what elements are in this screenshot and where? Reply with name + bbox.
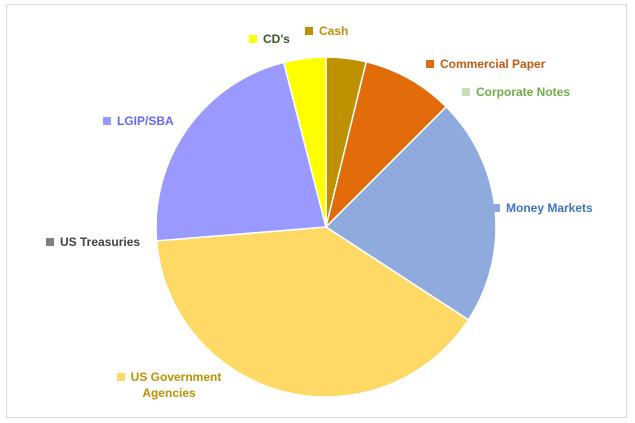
label-text: Corporate Notes — [476, 85, 571, 99]
slice-label: LGIP/SBA — [103, 113, 174, 129]
slice-label: Commercial Paper — [426, 56, 545, 72]
label-marker — [46, 238, 54, 246]
pie-slice — [282, 56, 327, 228]
chart-frame — [6, 4, 627, 418]
label-text: US Government Agencies — [130, 370, 222, 400]
label-marker — [249, 35, 257, 43]
slice-label: US Government Agencies — [104, 369, 234, 401]
label-marker — [116, 373, 125, 381]
slice-label: Corporate Notes — [462, 84, 570, 100]
label-marker — [492, 204, 500, 212]
label-text: Cash — [319, 24, 349, 38]
label-text: Money Markets — [506, 201, 593, 215]
pie-slice — [155, 226, 470, 398]
pie-slice — [324, 60, 448, 230]
label-marker — [103, 117, 111, 125]
slice-label: US Treasuries — [46, 234, 140, 250]
label-text: CD's — [263, 32, 290, 46]
label-marker — [305, 27, 313, 35]
label-text: LGIP/SBA — [117, 114, 174, 128]
slice-label: Money Markets — [492, 200, 593, 216]
slice-label: Cash — [305, 23, 348, 39]
label-text: Commercial Paper — [440, 57, 546, 71]
label-marker — [462, 88, 470, 96]
slice-label: CD's — [249, 31, 290, 47]
pie-slice — [155, 61, 327, 242]
label-marker — [426, 60, 434, 68]
label-text: US Treasuries — [60, 235, 141, 249]
